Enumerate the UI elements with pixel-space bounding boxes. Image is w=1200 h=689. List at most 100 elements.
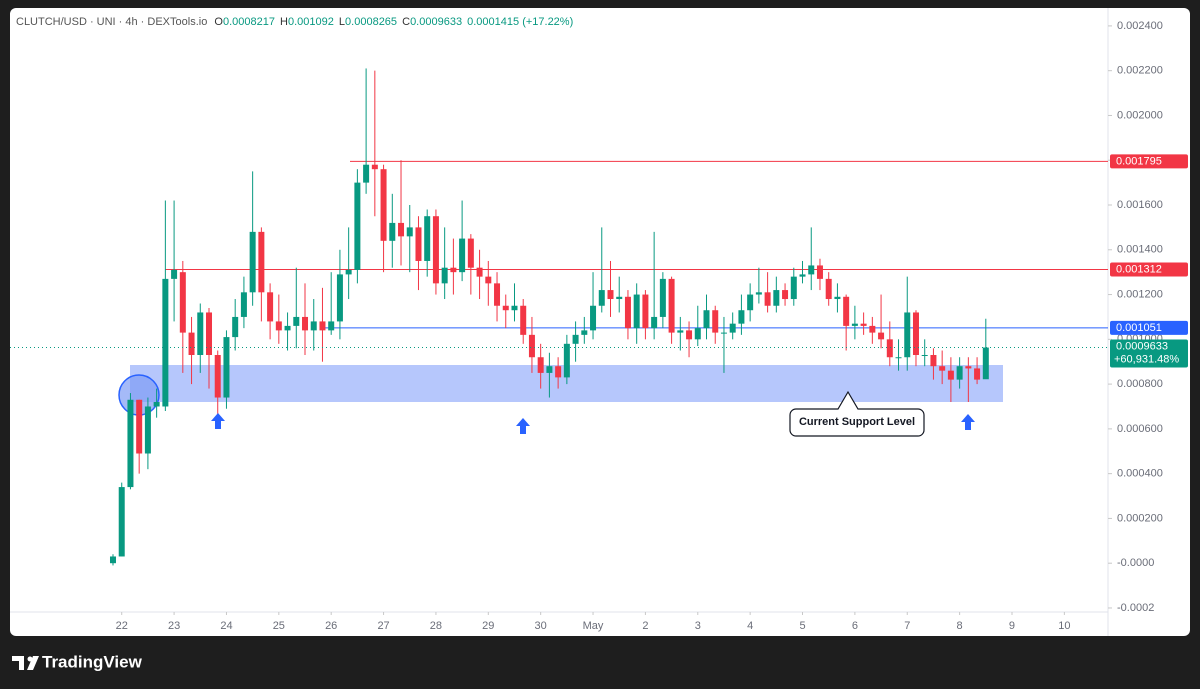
y-tick-label: 0.000800	[1117, 378, 1163, 390]
candle-body	[380, 169, 387, 241]
candle-body	[816, 265, 823, 279]
ohlc-key: H	[280, 16, 288, 28]
candle-body	[808, 265, 815, 275]
panel	[10, 8, 1190, 636]
candle-body	[607, 290, 614, 300]
candle-body	[825, 278, 832, 300]
y-tick-label: 0.000400	[1117, 468, 1163, 480]
candle-body	[144, 406, 151, 454]
candle-body	[878, 332, 885, 340]
candle-body	[764, 292, 771, 306]
x-tick-label: 10	[1058, 620, 1070, 632]
candle-body	[293, 316, 300, 326]
candle-body	[555, 366, 562, 378]
candle-body	[790, 276, 797, 300]
price-tag	[1110, 320, 1188, 335]
candle-body	[136, 399, 143, 454]
symbol: CLUTCH/USD · UNI · 4h · DEXTools.io	[16, 16, 207, 28]
candle-body	[502, 305, 509, 311]
x-tick-label: 27	[377, 620, 389, 632]
change: 0.0001415	[467, 16, 519, 28]
y-tick-label: 0.001200	[1117, 288, 1163, 300]
candle-body	[389, 222, 396, 241]
candle-body	[546, 366, 553, 373]
candle-body	[773, 290, 780, 306]
candle-body	[572, 334, 579, 344]
candle-body	[851, 323, 858, 326]
candle-body	[843, 296, 850, 326]
price-tag	[1110, 262, 1188, 277]
candle-body	[171, 269, 178, 279]
candle-body	[598, 290, 605, 306]
candle-body	[459, 238, 466, 273]
candle-body	[677, 330, 684, 333]
candle-body	[651, 316, 658, 329]
candle-body	[188, 332, 195, 355]
candle-body	[886, 339, 893, 358]
candle-body	[345, 269, 352, 275]
candle-body	[319, 321, 326, 331]
header: CLUTCH/USD · UNI · 4h · DEXTools.io O 0.0…	[16, 16, 573, 28]
candle-body	[249, 231, 256, 293]
x-tick-label: 5	[799, 620, 805, 632]
change-pct: (+17.22%)	[522, 16, 573, 28]
ohlc-key: C	[402, 16, 410, 28]
candle-body	[450, 267, 457, 273]
candle-body	[974, 368, 981, 380]
y-tick-label: 0.002200	[1117, 65, 1163, 77]
candle-body	[240, 292, 247, 317]
ohlc-value: 0.0008265	[345, 16, 397, 28]
x-tick-label: 9	[1009, 620, 1015, 632]
x-tick-label: 28	[430, 620, 442, 632]
candle-body	[668, 278, 675, 333]
price-tag	[1110, 339, 1188, 368]
plot	[10, 68, 1108, 566]
x-tick-label: 4	[747, 620, 753, 632]
x-tick-label: 8	[957, 620, 963, 632]
candle-body	[354, 182, 361, 270]
y-tick-label: 0.001400	[1117, 244, 1163, 256]
candle-body	[520, 305, 527, 335]
candle-body	[432, 216, 439, 284]
x-tick-label: 23	[168, 620, 180, 632]
candle-body	[328, 321, 335, 331]
candle-body	[895, 357, 902, 359]
brand-logo	[27, 656, 33, 662]
candle-body	[563, 343, 570, 378]
arrow	[211, 413, 225, 429]
annotation: Current Support Level	[799, 416, 915, 428]
candle-body	[363, 164, 370, 183]
candle-body	[494, 283, 501, 306]
x-tick-label: 25	[273, 620, 285, 632]
candle-body	[703, 310, 710, 329]
candle-body	[921, 354, 928, 356]
y-tick-label: 0.000200	[1117, 512, 1163, 524]
candle-body	[590, 305, 597, 331]
candle-body	[528, 334, 535, 358]
candle-body	[659, 278, 666, 317]
candle-body	[267, 292, 274, 322]
candle-body	[467, 238, 474, 268]
x-tick-label: 2	[642, 620, 648, 632]
ohlc-value: 0.0009633	[410, 16, 462, 28]
candle-body	[729, 323, 736, 333]
brand: TradingView	[42, 652, 143, 671]
x-tick-label: 3	[695, 620, 701, 632]
candle-body	[214, 354, 221, 398]
candle-body	[415, 227, 422, 261]
ohlc-key: O	[214, 16, 223, 28]
x-tick-label: 24	[220, 620, 232, 632]
y-tick-label: 0.002000	[1117, 109, 1163, 121]
x-tick-label: 29	[482, 620, 494, 632]
footer: TradingView	[12, 652, 143, 671]
candle-body	[633, 294, 640, 329]
candle-body	[860, 323, 867, 326]
brand-logo	[12, 656, 39, 670]
ohlc-key: L	[339, 16, 345, 28]
x-tick-label: May	[583, 620, 604, 632]
candle-body	[755, 292, 762, 295]
candle-body	[302, 316, 309, 331]
callout: Current Support Level	[789, 390, 925, 437]
candle-body	[511, 305, 518, 311]
